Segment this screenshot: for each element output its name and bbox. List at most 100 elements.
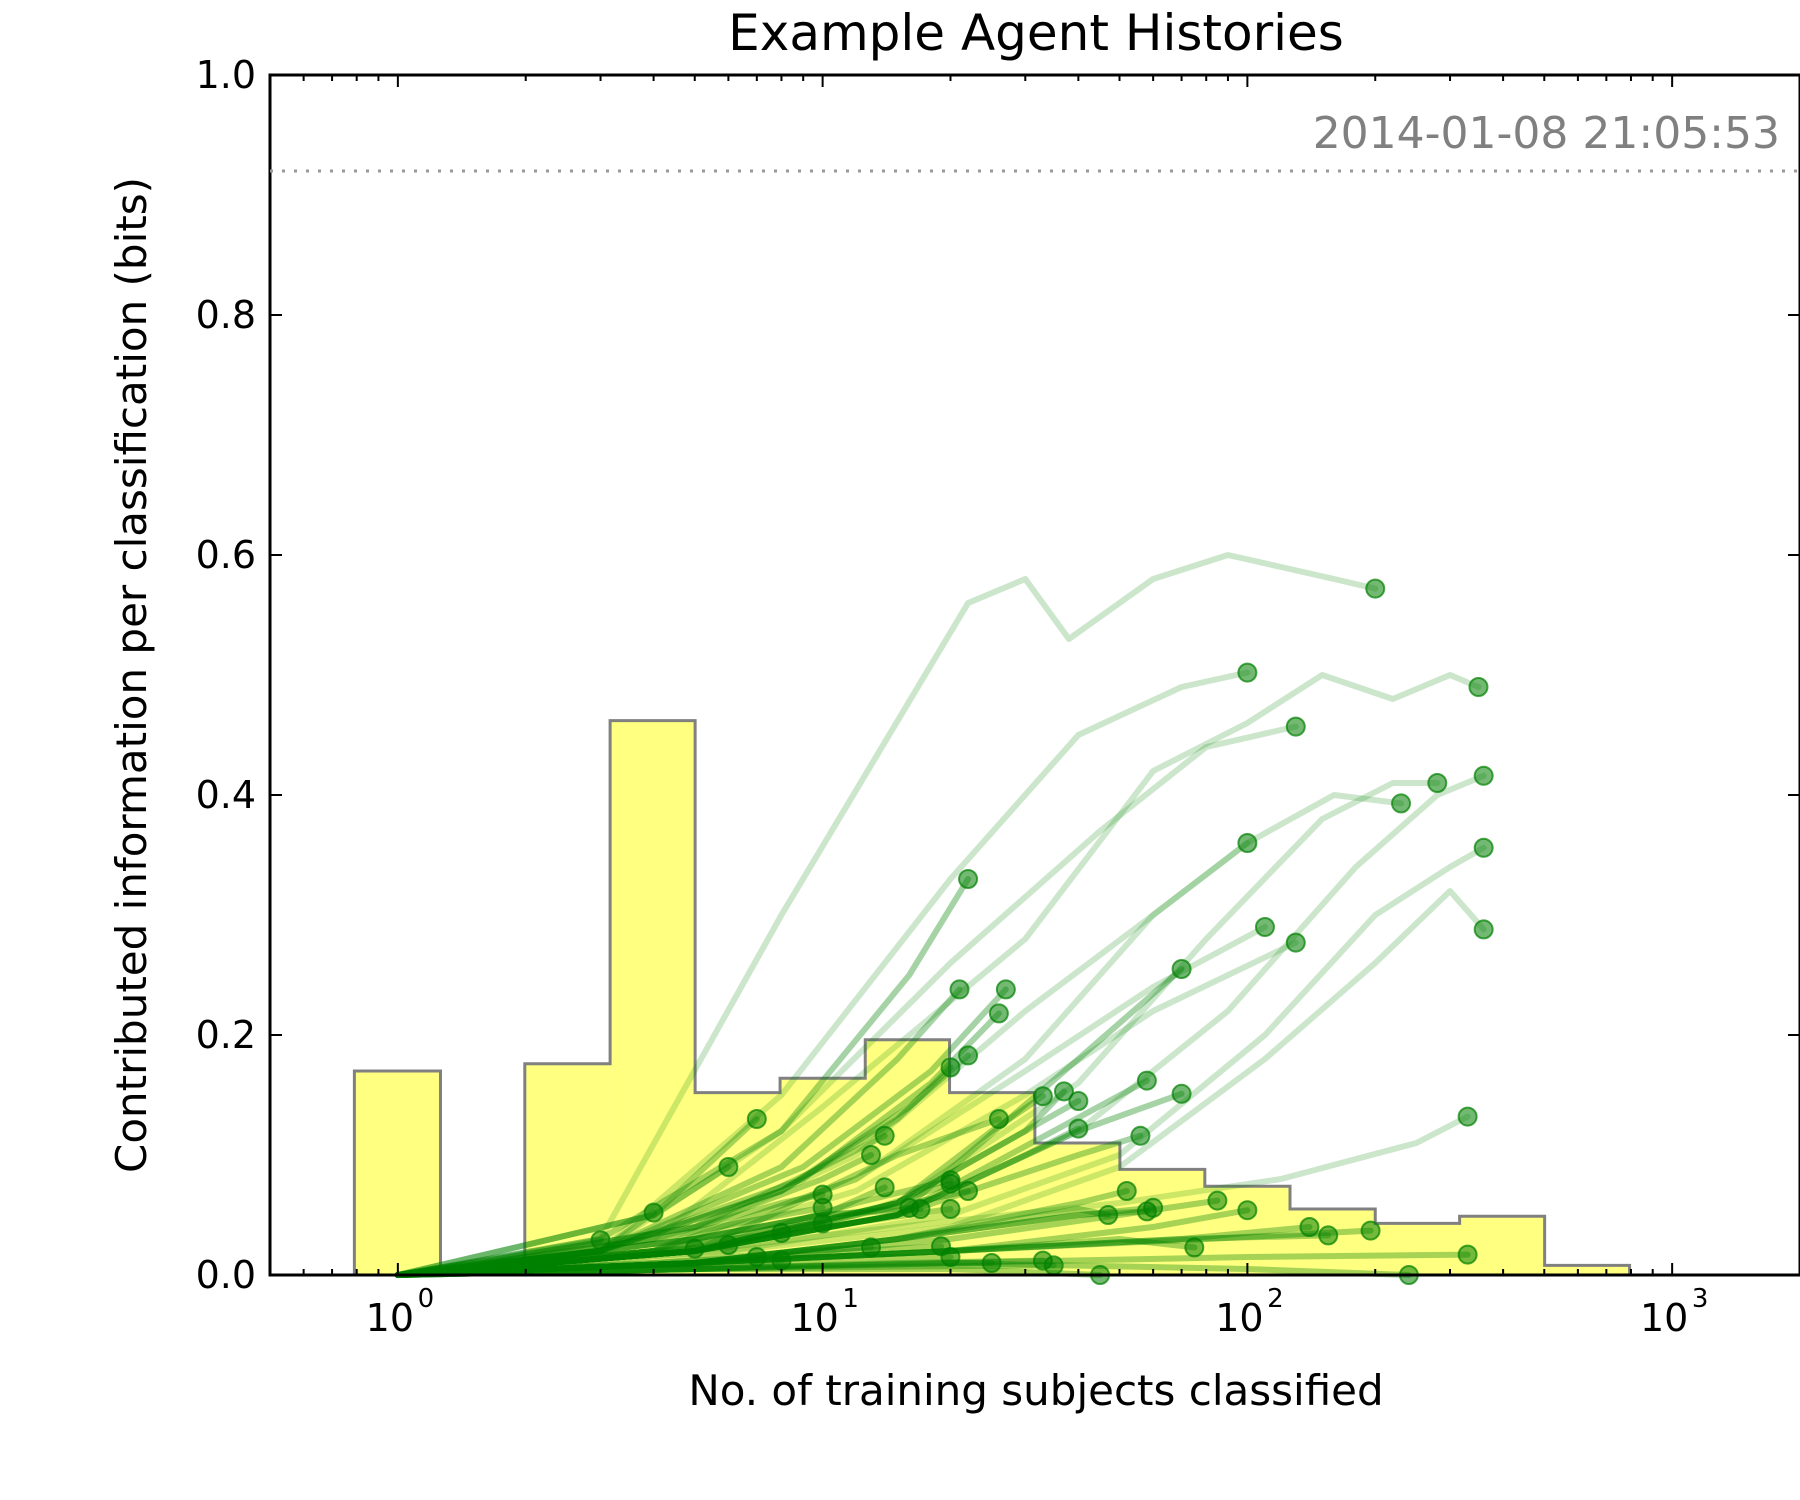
agent-history-line (394, 1116, 1002, 1278)
agent-history-line (394, 1090, 1185, 1278)
histogram-bar (780, 1078, 866, 1275)
agent-endpoint-marker (771, 1223, 792, 1243)
agent-endpoint-marker (958, 1045, 979, 1066)
agent-history-line (394, 1064, 954, 1278)
agent-endpoint-marker (1237, 662, 1258, 683)
agent-endpoint-marker (1116, 1181, 1137, 1201)
histogram-outline (352, 719, 1632, 1277)
agent-history-line (394, 672, 1482, 1278)
agent-history-line (394, 1052, 972, 1278)
y-tick-label: 0.4 (196, 773, 256, 817)
agent-endpoint-marker (1068, 1118, 1089, 1139)
agent-history-line (394, 723, 1299, 1278)
y-axis: 0.0 0.2 0.4 0.6 0.8 1.0 (196, 53, 1800, 1297)
agent-endpoint-marker (981, 1253, 1002, 1273)
agent-history-line (394, 669, 1251, 1278)
agent-history-line (394, 1204, 913, 1278)
agent-endpoint-marker (940, 1057, 961, 1078)
agent-history-line (394, 1257, 785, 1278)
agent-history-line (394, 552, 1379, 1278)
agent-endpoint-marker (684, 1238, 705, 1259)
agent-history-line (394, 888, 1487, 1278)
x-axis-label: No. of training subjects classified (688, 1366, 1383, 1415)
agent-endpoint-marker (958, 1181, 979, 1201)
agent-endpoint-marker (1237, 833, 1258, 853)
agent-history-line (394, 1254, 760, 1278)
agent-endpoint-marker (899, 1197, 920, 1218)
agent-endpoint-marker (940, 1199, 961, 1219)
agent-endpoint-marker (1032, 1086, 1053, 1107)
agent-endpoint-marker (590, 1230, 611, 1251)
agent-history-line (394, 1088, 1067, 1278)
x-tick-label: 10 (1215, 1296, 1263, 1340)
agent-endpoint-marker (949, 979, 970, 1000)
agent-endpoint-marker (1365, 578, 1386, 599)
agent-endpoint-marker (1043, 1255, 1064, 1276)
agent-history-line (394, 1237, 604, 1278)
agent-endpoint-marker (718, 1157, 739, 1177)
plot-frame (268, 73, 1800, 1277)
x-tick-exponent: 2 (1267, 1284, 1284, 1314)
agent-history-line (394, 840, 1251, 1278)
agent-history-line (394, 1245, 698, 1278)
agent-history-line (394, 986, 963, 1278)
x-tick-exponent: 3 (1692, 1284, 1709, 1314)
histogram-bar (610, 720, 696, 1275)
y-tick-label: 0.0 (196, 1253, 256, 1297)
agent-history-line (394, 1206, 954, 1278)
agent-endpoint-marker (1391, 793, 1412, 814)
agent-endpoint-marker (1285, 932, 1306, 953)
x-axis: 10 0 10 1 10 2 10 3 (269, 75, 1800, 1340)
agent-history-line (394, 1132, 1144, 1278)
agent-history-line (394, 939, 1299, 1278)
agent-endpoint-marker (1254, 917, 1275, 937)
agent-endpoint-marker (812, 1213, 833, 1234)
agent-history-line (394, 1077, 1150, 1278)
agent-endpoint-marker (988, 1109, 1009, 1129)
agent-endpoint-marker (874, 1125, 895, 1146)
agent-endpoint-marker (1285, 716, 1306, 737)
agent-endpoint-marker (771, 1250, 792, 1271)
agent-endpoint-marker (1130, 1125, 1151, 1146)
agent-history-line (394, 966, 1185, 1278)
chart-title: Example Agent Histories (728, 4, 1344, 62)
agent-endpoint-marker (861, 1237, 882, 1258)
agent-history-line (394, 1206, 924, 1278)
x-tick-exponent: 1 (842, 1284, 859, 1314)
agent-history-line (394, 1184, 888, 1278)
agent-endpoint-marker (1136, 1070, 1157, 1091)
agent-endpoint-marker (746, 1247, 767, 1267)
agent-endpoint-marker (1360, 1220, 1381, 1241)
agent-endpoint-marker (1171, 959, 1192, 979)
y-axis-label: Contributed information per classificati… (107, 177, 156, 1173)
y-tick-label: 0.2 (196, 1013, 256, 1057)
agent-history-line (394, 986, 1009, 1278)
histogram-bar (354, 1071, 441, 1275)
histogram-bar (1459, 1216, 1545, 1275)
agent-endpoint-marker (1457, 1106, 1478, 1127)
agent-history-line (394, 876, 972, 1278)
agent-endpoint-marker (1053, 1081, 1074, 1102)
agent-endpoint-marker (1473, 837, 1494, 858)
agent-history-line (394, 1188, 1130, 1278)
agent-history-line (394, 1098, 1082, 1278)
x-tick-label: 10 (1640, 1296, 1688, 1340)
agent-endpoint-marker (1299, 1217, 1320, 1237)
agent-endpoint-marker (940, 1247, 961, 1267)
x-tick-label: 10 (790, 1296, 838, 1340)
agent-history-line (394, 1206, 1112, 1278)
agent-endpoint-marker (874, 1177, 895, 1198)
agent-endpoint-marker (1427, 773, 1448, 793)
y-tick-label: 1.0 (196, 53, 256, 97)
agent-endpoint-marker (1457, 1244, 1478, 1265)
agent-endpoint-marker (1207, 1190, 1228, 1211)
histogram-bar (1375, 1223, 1460, 1275)
agent-history-line (394, 1209, 657, 1278)
agent-endpoint-marker (988, 1003, 1009, 1024)
agent-history-line (394, 1257, 1046, 1278)
agent-endpoint-marker (861, 1145, 882, 1165)
y-tick-label: 0.8 (196, 293, 256, 337)
agent-endpoint-marker (1237, 1200, 1258, 1221)
agent-history-line (394, 1132, 888, 1278)
agent-endpoint-marker (643, 1202, 664, 1223)
